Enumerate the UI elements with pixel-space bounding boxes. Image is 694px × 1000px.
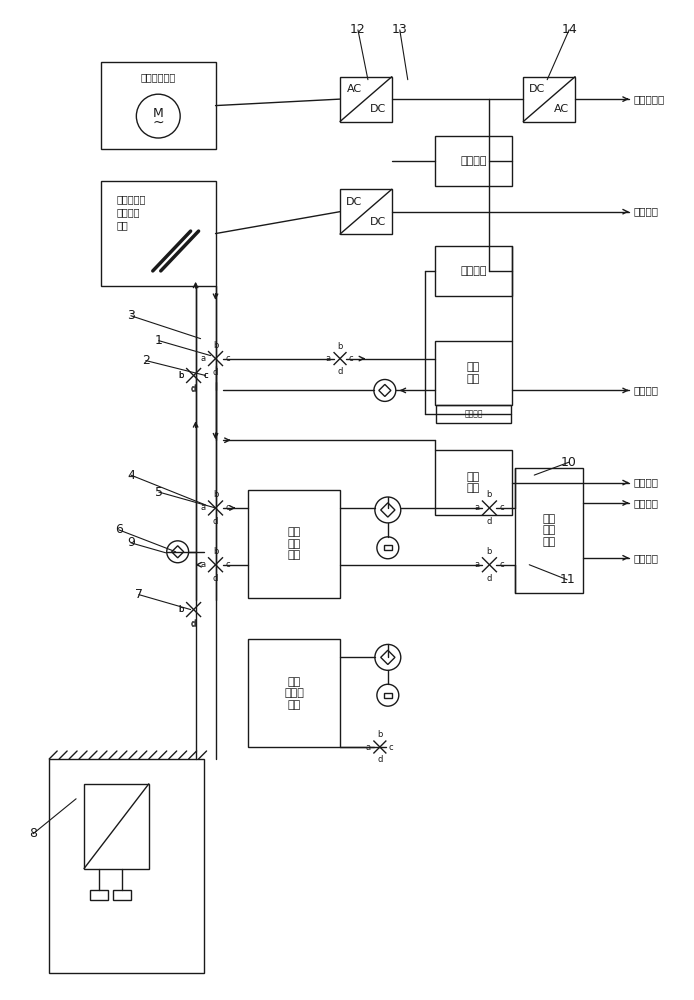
Bar: [340, 189, 392, 234]
Text: 13: 13: [392, 23, 407, 36]
Text: 风能
空气源
热泵: 风能 空气源 热泵: [285, 677, 304, 710]
Text: 2: 2: [142, 354, 150, 367]
Text: d: d: [213, 517, 218, 526]
Text: 10: 10: [561, 456, 577, 469]
Text: 9: 9: [127, 536, 135, 549]
Text: 电加热器: 电加热器: [464, 410, 483, 419]
Text: 8: 8: [29, 827, 37, 840]
Bar: [384, 545, 391, 550]
Text: DC: DC: [370, 217, 386, 227]
Text: 14: 14: [561, 23, 577, 36]
Text: 12: 12: [350, 23, 366, 36]
Text: b: b: [213, 341, 218, 350]
Text: c: c: [203, 371, 208, 380]
Bar: [340, 77, 392, 122]
Text: 风力发电装置: 风力发电装置: [141, 72, 176, 82]
Bar: [248, 490, 340, 598]
Text: d: d: [213, 574, 218, 583]
Text: b: b: [178, 605, 184, 614]
Text: b: b: [486, 490, 492, 499]
Bar: [101, 181, 216, 286]
Text: 11: 11: [559, 573, 575, 586]
Text: a: a: [201, 354, 205, 363]
Text: d: d: [486, 574, 492, 583]
Bar: [101, 62, 216, 149]
Text: 地能
水源
热泵: 地能 水源 热泵: [287, 527, 301, 560]
Bar: [434, 341, 512, 405]
Text: b: b: [486, 547, 492, 556]
Text: 热气供应: 热气供应: [634, 553, 659, 563]
Text: 5: 5: [155, 486, 163, 499]
Bar: [49, 759, 203, 973]
Text: 冷水供应: 冷水供应: [634, 478, 659, 488]
Bar: [436, 405, 511, 423]
Bar: [523, 77, 575, 122]
Text: M: M: [153, 107, 164, 120]
Text: 4: 4: [127, 469, 135, 482]
Text: 3: 3: [127, 309, 135, 322]
Text: 直流负荷: 直流负荷: [634, 207, 659, 217]
Text: 离网或并网: 离网或并网: [634, 94, 665, 104]
Bar: [90, 890, 108, 900]
Text: 光热组合: 光热组合: [117, 207, 140, 217]
Text: c: c: [203, 371, 208, 380]
Text: d: d: [191, 384, 196, 393]
Text: d: d: [213, 368, 218, 377]
Text: c: c: [500, 503, 504, 512]
Bar: [434, 450, 512, 515]
Text: AC: AC: [554, 104, 568, 114]
Text: 装置: 装置: [117, 220, 128, 230]
Text: 1: 1: [155, 334, 162, 347]
Bar: [113, 890, 131, 900]
Text: a: a: [474, 560, 480, 569]
Text: c: c: [226, 560, 230, 569]
Text: 冷气供应: 冷气供应: [634, 498, 659, 508]
Text: b: b: [337, 342, 343, 351]
Bar: [384, 693, 391, 698]
Text: d: d: [486, 517, 492, 526]
Text: d: d: [191, 619, 196, 628]
Text: d: d: [377, 755, 382, 764]
Text: 7: 7: [135, 588, 143, 601]
Text: b: b: [213, 490, 218, 499]
Text: 储能系统: 储能系统: [460, 156, 486, 166]
Text: DC: DC: [370, 104, 386, 114]
Text: c: c: [226, 354, 230, 363]
Text: c: c: [226, 503, 230, 512]
Text: d: d: [337, 367, 343, 376]
Bar: [434, 246, 512, 296]
Text: 热水供应: 热水供应: [634, 385, 659, 395]
Text: b: b: [178, 605, 184, 614]
Text: b: b: [178, 371, 184, 380]
Bar: [516, 468, 583, 593]
Text: d: d: [191, 620, 196, 629]
Text: 太阳能光伏: 太阳能光伏: [117, 194, 146, 204]
Text: 用户
侧换
热器: 用户 侧换 热器: [543, 514, 556, 547]
Text: DC: DC: [529, 84, 545, 94]
Text: a: a: [326, 354, 331, 363]
Text: c: c: [349, 354, 354, 363]
Bar: [248, 639, 340, 747]
Text: ~: ~: [153, 116, 164, 130]
Text: a: a: [201, 560, 205, 569]
Text: b: b: [377, 730, 382, 739]
Text: a: a: [201, 503, 205, 512]
Text: c: c: [389, 743, 393, 752]
Text: 蓄冷
水箱: 蓄冷 水箱: [467, 472, 480, 493]
Text: 6: 6: [115, 523, 123, 536]
Bar: [84, 784, 149, 869]
Text: b: b: [178, 371, 184, 380]
Bar: [434, 136, 512, 186]
Text: AC: AC: [346, 84, 362, 94]
Text: d: d: [191, 385, 196, 394]
Text: 电控系统: 电控系统: [460, 266, 486, 276]
Text: 蓄热
水箱: 蓄热 水箱: [467, 362, 480, 384]
Text: b: b: [213, 547, 218, 556]
Text: a: a: [366, 743, 371, 752]
Text: c: c: [500, 560, 504, 569]
Text: a: a: [474, 503, 480, 512]
Text: DC: DC: [346, 197, 362, 207]
